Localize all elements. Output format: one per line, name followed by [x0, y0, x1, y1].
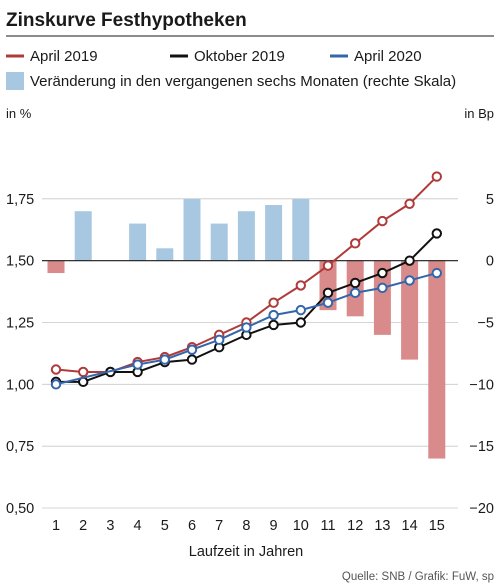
x-tick-label: 2	[79, 518, 87, 534]
left-axis-ticks: 0,50 0,75 1,00 1,25 1,50 1,75	[6, 192, 34, 517]
point-1-12	[350, 277, 361, 289]
bar-15	[428, 260, 446, 459]
x-tick-label: 15	[429, 518, 445, 534]
legend-label-oktober-2019: Oktober 2019	[194, 48, 285, 65]
x-axis-ticks: 1 2 3 4 5 6 7 8 9 10 11 12 13 14 15	[52, 518, 445, 534]
right-axis-unit: in Bp	[464, 106, 494, 121]
point-1-11	[322, 287, 334, 299]
right-tick-label: −20	[469, 501, 494, 517]
point-2-7	[214, 334, 225, 346]
point-2-5	[159, 354, 171, 365]
point-0-11	[322, 260, 334, 271]
change-bars	[47, 198, 446, 459]
bar-14	[401, 260, 419, 360]
point-2-1	[50, 379, 62, 390]
point-2-4	[132, 359, 143, 370]
left-tick-label: 1,00	[6, 377, 34, 393]
point-2-9	[268, 309, 279, 321]
point-2-6	[186, 344, 198, 355]
bar-10	[292, 198, 310, 261]
x-tick-label: 5	[161, 518, 169, 534]
right-tick-label: −10	[469, 377, 494, 393]
point-0-15	[431, 171, 442, 182]
legend-label-april-2020: April 2020	[354, 48, 422, 65]
legend: April 2019 Oktober 2019 April 2020 Verän…	[6, 48, 456, 90]
x-tick-label: 10	[293, 518, 309, 534]
bar-2	[74, 211, 92, 261]
x-tick-label: 4	[134, 518, 142, 534]
legend-label-change-bars: Veränderung in den vergangenen sechs Mon…	[30, 73, 456, 90]
point-2-15	[431, 267, 442, 279]
left-tick-label: 1,25	[6, 316, 34, 332]
x-tick-label: 9	[270, 518, 278, 534]
source-note: Quelle: SNB / Grafik: FuW, sp	[342, 571, 494, 583]
point-2-14	[404, 275, 415, 286]
point-2-10	[295, 304, 306, 316]
point-1-10	[295, 317, 306, 328]
bar-6	[183, 198, 201, 261]
bar-1	[47, 260, 65, 274]
x-tick-label: 6	[188, 518, 196, 534]
x-tick-label: 12	[347, 518, 363, 534]
point-0-9	[268, 297, 279, 308]
left-tick-label: 1,75	[6, 192, 34, 208]
legend-swatch-change-bars	[6, 72, 24, 90]
x-tick-label: 1	[52, 518, 60, 534]
left-tick-label: 0,50	[6, 501, 34, 517]
point-0-12	[350, 238, 361, 249]
series-lines	[50, 171, 442, 390]
left-tick-label: 1,50	[6, 254, 34, 270]
point-2-13	[377, 282, 388, 294]
x-tick-label: 8	[242, 518, 250, 534]
point-2-11	[322, 297, 334, 308]
right-tick-label: −5	[477, 316, 494, 332]
point-0-13	[377, 215, 388, 227]
bar-9	[265, 205, 283, 261]
point-0-1	[50, 364, 62, 375]
point-1-13	[377, 267, 388, 279]
point-1-15	[431, 228, 442, 239]
left-tick-label: 0,75	[6, 439, 34, 455]
x-tick-label: 3	[106, 518, 114, 534]
bar-4	[129, 223, 147, 261]
point-1-14	[404, 255, 415, 266]
point-0-10	[295, 280, 306, 291]
point-2-12	[350, 287, 361, 299]
point-2-8	[241, 322, 252, 333]
x-tick-label: 7	[215, 518, 223, 534]
right-tick-label: −15	[469, 439, 494, 455]
legend-label-april-2019: April 2019	[30, 48, 98, 65]
series-april-2020	[50, 267, 442, 390]
bar-7	[210, 223, 228, 261]
right-axis-ticks: −20 −15 −10 −5 0 5	[469, 192, 494, 517]
point-0-2	[78, 366, 89, 378]
chart-title: Zinskurve Festhypotheken	[6, 10, 247, 31]
bar-8	[237, 211, 255, 261]
point-1-9	[268, 319, 279, 331]
x-tick-label: 14	[402, 518, 418, 534]
point-0-14	[404, 198, 415, 209]
point-1-6	[186, 354, 198, 365]
gridlines	[42, 198, 458, 509]
x-tick-label: 11	[320, 518, 335, 534]
x-tick-label: 13	[374, 518, 390, 534]
bar-13	[373, 260, 391, 335]
x-axis-label: Laufzeit in Jahren	[189, 544, 303, 560]
right-tick-label: 5	[486, 192, 494, 208]
bar-5	[156, 248, 174, 261]
left-axis-unit: in %	[6, 106, 32, 121]
right-tick-label: 0	[486, 254, 494, 270]
